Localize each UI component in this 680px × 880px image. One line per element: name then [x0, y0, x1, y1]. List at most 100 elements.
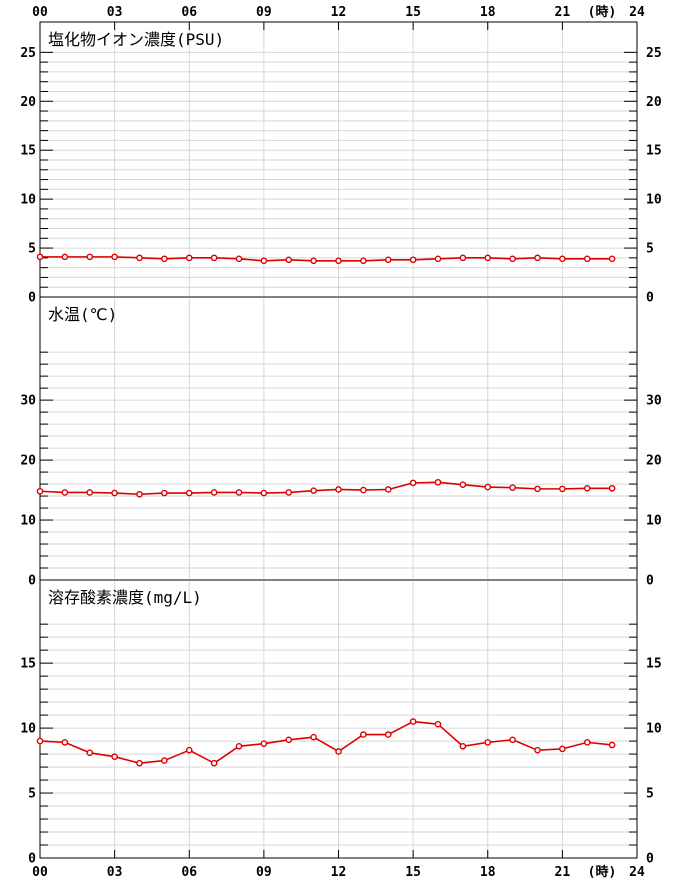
- left-ytick-label: 30: [20, 394, 36, 409]
- data-point: [111, 489, 118, 497]
- data-point: [210, 254, 218, 262]
- data-point: [608, 255, 616, 263]
- hour-label: 00: [32, 865, 48, 880]
- data-point: [484, 483, 492, 491]
- data-point: [409, 479, 417, 487]
- left-ytick-label: 20: [20, 95, 36, 110]
- chart-panel-0: 25 25 20 20 15 15 10 10 5 5 0 0 塩化物イオン濃度(PSU): [20, 21, 662, 306]
- data-point: [285, 489, 293, 496]
- data-point: [260, 257, 268, 265]
- data-point: [409, 718, 417, 725]
- data-point: [235, 255, 243, 263]
- hour-label: 06: [181, 5, 197, 20]
- time-unit-label: (時): [588, 4, 617, 20]
- data-point: [86, 749, 94, 757]
- right-ytick-label: 20: [646, 454, 662, 469]
- left-ytick-label: 0: [28, 291, 36, 306]
- right-ytick-label: 15: [646, 657, 662, 672]
- series-line: [39, 481, 613, 496]
- data-point: [484, 739, 492, 746]
- data-point: [210, 489, 218, 496]
- left-ytick-label: 20: [20, 454, 36, 469]
- data-point: [360, 486, 367, 494]
- series-line: [40, 256, 613, 262]
- hour-label-24: 24: [629, 865, 645, 880]
- data-point: [434, 255, 442, 263]
- data-point: [583, 739, 591, 746]
- left-ytick-label: 0: [28, 574, 36, 589]
- data-point: [260, 740, 268, 747]
- data-point: [210, 759, 218, 767]
- data-point: [161, 757, 168, 764]
- right-ytick-label: 10: [646, 722, 662, 737]
- chart-panel-2: 15 15 10 10 5 5 0 0 溶存酸素濃度(mg/L): [20, 579, 662, 867]
- data-point: [235, 489, 243, 496]
- data-point: [310, 733, 317, 741]
- data-point: [459, 742, 467, 750]
- left-ytick-label: 10: [20, 514, 36, 529]
- data-point: [335, 748, 342, 755]
- data-point: [534, 485, 541, 493]
- data-point: [534, 746, 541, 754]
- hour-label: 21: [555, 5, 571, 20]
- right-ytick-label: 5: [646, 787, 654, 802]
- data-point: [608, 741, 616, 749]
- data-point: [335, 486, 342, 493]
- top-hour-axis: 00 03 06 09 12 15 18 21 (時) 24: [32, 4, 645, 20]
- data-point: [86, 253, 94, 261]
- hour-label: 12: [331, 5, 347, 20]
- data-point: [185, 489, 193, 497]
- data-point: [534, 254, 541, 262]
- data-point: [36, 253, 44, 261]
- chart-title: 溶存酸素濃度(mg/L): [48, 588, 202, 607]
- data-point: [583, 484, 591, 492]
- hour-label: 12: [331, 865, 347, 880]
- right-ytick-label: 0: [646, 574, 654, 589]
- bottom-hour-axis: 00 03 06 09 12 15 18 21 (時) 24: [32, 864, 645, 880]
- data-point: [583, 255, 591, 263]
- data-point: [459, 481, 467, 488]
- data-point: [559, 255, 566, 263]
- hour-label: 09: [256, 865, 272, 880]
- data-point: [509, 484, 516, 491]
- data-point: [484, 254, 492, 262]
- hour-label: 00: [32, 5, 48, 20]
- left-ytick-label: 15: [20, 144, 36, 159]
- left-ytick-label: 5: [28, 242, 36, 257]
- data-point: [111, 753, 118, 760]
- data-point: [61, 739, 69, 746]
- data-point: [360, 731, 367, 738]
- right-ytick-label: 10: [646, 514, 662, 529]
- data-point: [384, 486, 392, 493]
- right-ytick-label: 5: [646, 242, 654, 257]
- data-point: [285, 256, 293, 264]
- hour-label: 18: [480, 5, 496, 20]
- data-point: [310, 487, 317, 494]
- data-point: [559, 485, 566, 493]
- hour-label: 06: [181, 865, 197, 880]
- data-point: [509, 255, 516, 263]
- right-ytick-label: 10: [646, 193, 662, 208]
- series-line: [39, 720, 613, 764]
- data-point: [509, 736, 516, 744]
- data-point: [36, 737, 44, 745]
- data-point: [235, 742, 243, 750]
- chart-title: 塩化物イオン濃度(PSU): [48, 30, 224, 49]
- right-ytick-label: 0: [646, 291, 654, 306]
- data-point: [161, 255, 168, 263]
- data-point: [360, 257, 367, 265]
- data-point: [86, 489, 94, 496]
- left-ytick-label: 5: [28, 787, 36, 802]
- data-point: [61, 489, 69, 496]
- data-point: [61, 253, 69, 261]
- chart-panel-1: 30 30 20 20 10 10 0 0 水温(℃): [20, 296, 662, 589]
- hour-label: 03: [107, 865, 123, 880]
- chart-title: 水温(℃): [48, 305, 117, 324]
- left-ytick-label: 25: [20, 46, 36, 61]
- data-point: [384, 731, 392, 738]
- hour-label-24: 24: [629, 5, 645, 20]
- hour-label: 03: [107, 5, 123, 20]
